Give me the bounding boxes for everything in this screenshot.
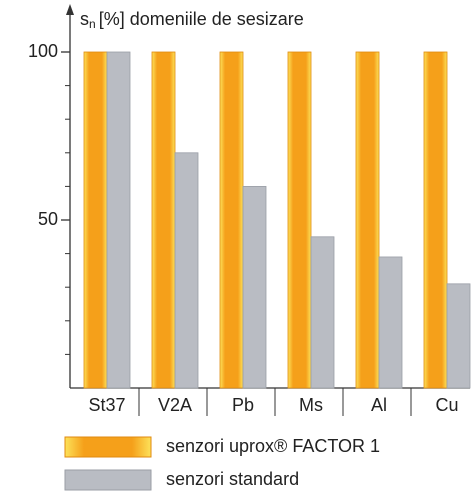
y-axis-label: sn [%] domeniile de sesizare	[80, 9, 304, 31]
axis-arrow	[66, 4, 74, 15]
x-tick-label: Cu	[435, 395, 458, 415]
x-tick-label: St37	[88, 395, 125, 415]
bar	[423, 51, 448, 389]
y-label-text: [%] domeniile de sesizare	[99, 9, 304, 29]
x-tick-label: Pb	[232, 395, 254, 415]
legend-swatch	[64, 469, 152, 491]
bar	[219, 51, 244, 389]
legend-swatch	[64, 436, 152, 458]
bar	[242, 185, 267, 389]
bar	[310, 236, 335, 389]
bar	[355, 51, 380, 389]
bar	[174, 152, 199, 389]
legend-label: senzori standard	[166, 469, 299, 489]
x-tick-label: Al	[371, 395, 387, 415]
legend-label: senzori uprox® FACTOR 1	[166, 436, 380, 456]
x-tick-label: Ms	[299, 395, 323, 415]
y-label-symbol: s	[80, 9, 89, 29]
bar	[83, 51, 108, 389]
y-label-subscript: n	[89, 17, 96, 31]
x-tick-label: V2A	[158, 395, 192, 415]
bar	[287, 51, 312, 389]
bar	[446, 283, 471, 389]
y-tick-label: 100	[28, 41, 58, 61]
bar	[151, 51, 176, 389]
bar	[106, 51, 131, 389]
y-tick-label: 50	[38, 209, 58, 229]
bar	[378, 256, 403, 389]
